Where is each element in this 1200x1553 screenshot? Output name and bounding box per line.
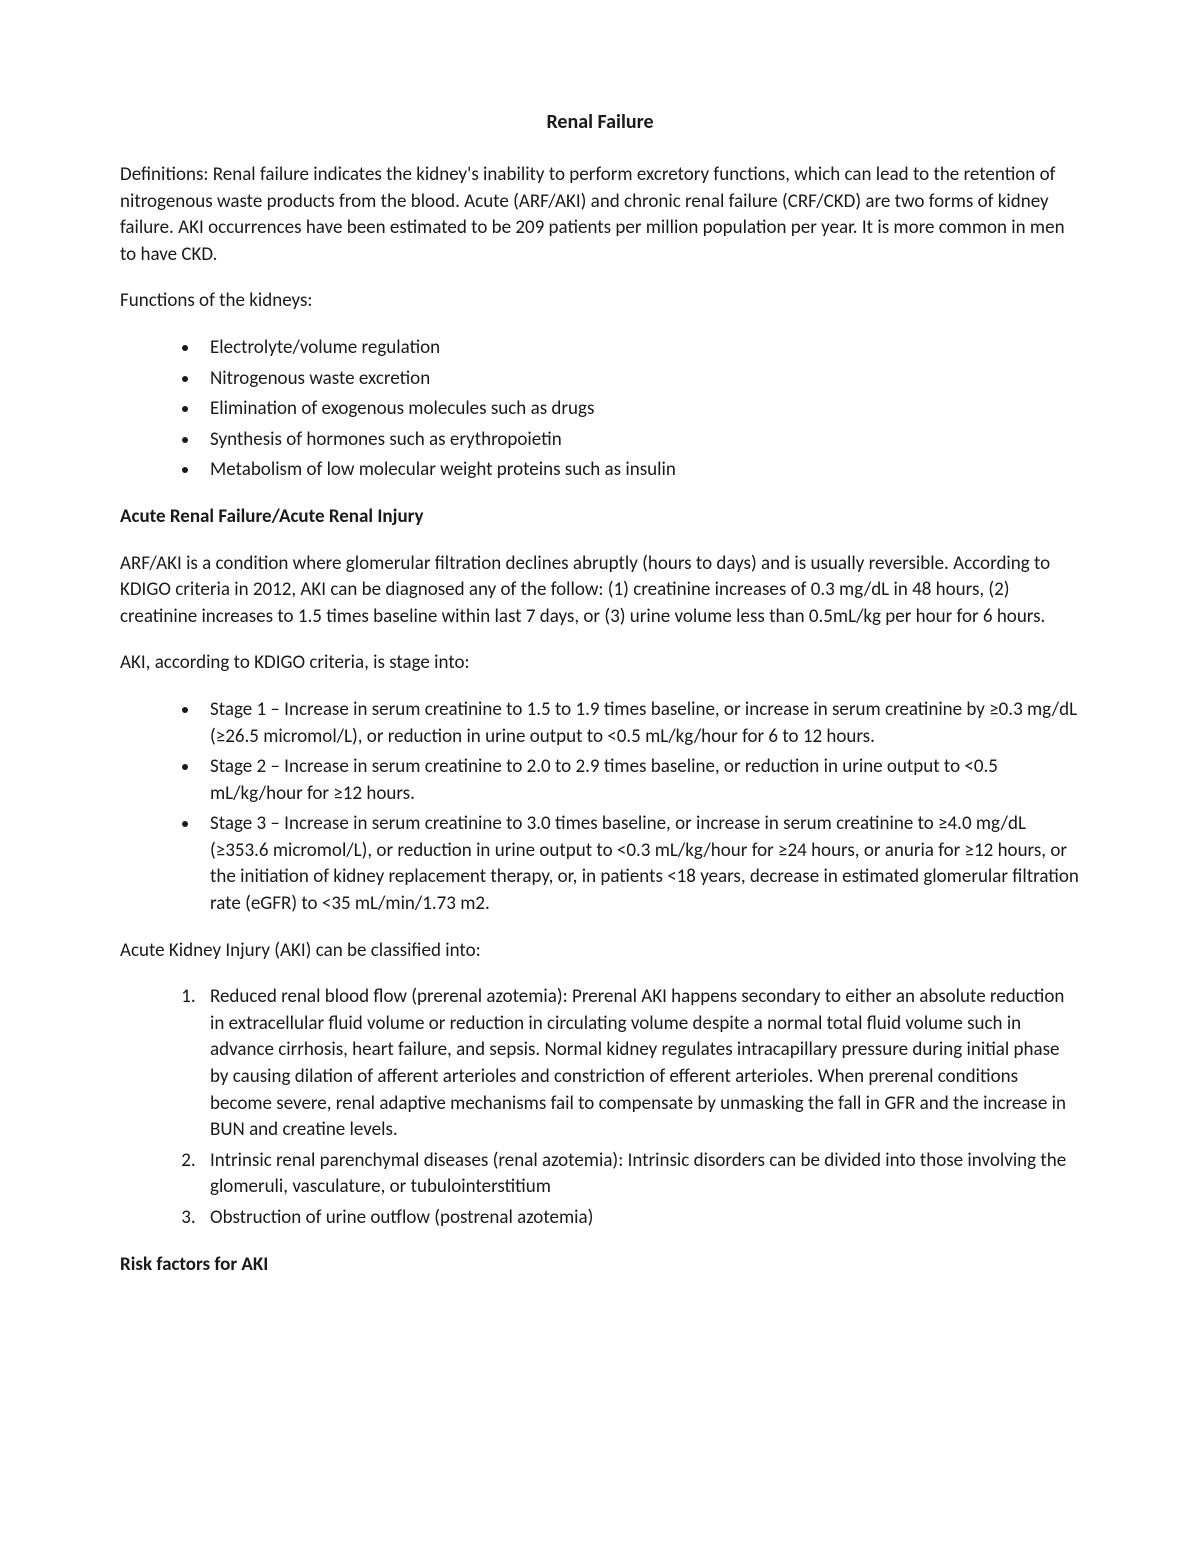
list-item: Reduced renal blood flow (prerenal azote… xyxy=(200,984,1080,1144)
risk-factors-heading: Risk factors for AKI xyxy=(120,1252,1080,1279)
arf-heading: Acute Renal Failure/Acute Renal Injury xyxy=(120,504,1080,531)
arf-paragraph: ARF/AKI is a condition where glomerular … xyxy=(120,551,1080,631)
document-title: Renal Failure xyxy=(120,110,1080,134)
document-page: Renal Failure Definitions: Renal failure… xyxy=(0,0,1200,1553)
definitions-paragraph: Definitions: Renal failure indicates the… xyxy=(120,162,1080,268)
classification-list: Reduced renal blood flow (prerenal azote… xyxy=(120,984,1080,1231)
functions-heading: Functions of the kidneys: xyxy=(120,288,1080,315)
list-item: Stage 2 – Increase in serum creatinine t… xyxy=(200,754,1080,807)
list-item: Intrinsic renal parenchymal diseases (re… xyxy=(200,1148,1080,1201)
classification-intro: Acute Kidney Injury (AKI) can be classif… xyxy=(120,938,1080,965)
stages-list: Stage 1 – Increase in serum creatinine t… xyxy=(120,697,1080,918)
list-item: Electrolyte/volume regulation xyxy=(200,335,1080,362)
stages-intro: AKI, according to KDIGO criteria, is sta… xyxy=(120,650,1080,677)
list-item: Elimination of exogenous molecules such … xyxy=(200,396,1080,423)
list-item: Metabolism of low molecular weight prote… xyxy=(200,457,1080,484)
definitions-text: Renal failure indicates the kidney's ina… xyxy=(120,163,1065,266)
functions-list: Electrolyte/volume regulation Nitrogenou… xyxy=(120,335,1080,484)
list-item: Nitrogenous waste excretion xyxy=(200,366,1080,393)
list-item: Stage 3 – Increase in serum creatinine t… xyxy=(200,811,1080,917)
list-item: Obstruction of urine outflow (postrenal … xyxy=(200,1205,1080,1232)
definitions-label: Definitions: xyxy=(120,163,208,186)
list-item: Synthesis of hormones such as erythropoi… xyxy=(200,427,1080,454)
list-item: Stage 1 – Increase in serum creatinine t… xyxy=(200,697,1080,750)
